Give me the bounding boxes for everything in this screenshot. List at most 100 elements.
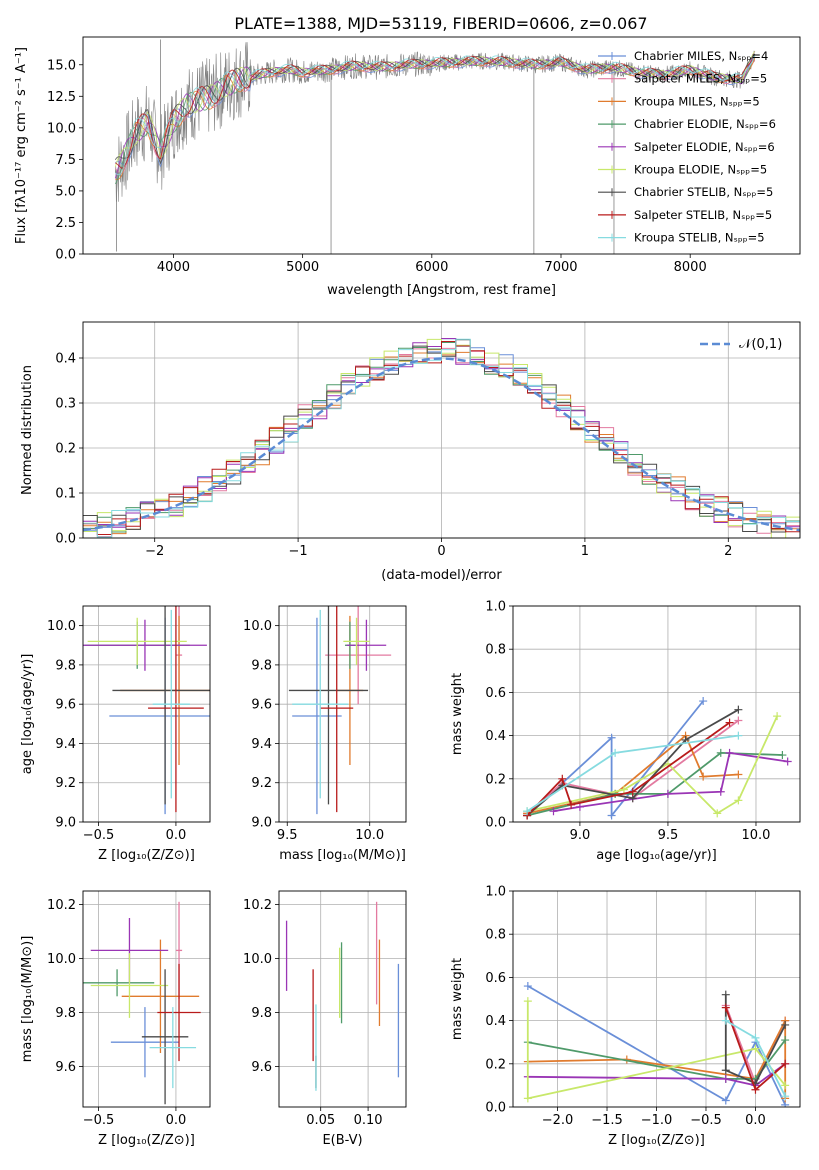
y-tick-label: 0.2 [485,772,506,787]
data-spectrum-line [115,42,755,202]
y-tick-label: 9.8 [251,1006,272,1021]
legend: Chabrier MILES, Nₛₚₚ=4 Salpeter MILES, Nₛ… [598,49,776,245]
y-tick-label: 9.4 [55,737,76,752]
y-tick-label: 9.8 [55,1006,76,1021]
x-tick-label: 9.5 [277,828,298,843]
weight-marker [725,718,734,727]
x-tick-label: 0.10 [354,1113,383,1128]
y-tick-label: 10.0 [47,619,76,634]
y-tick-label: 9.4 [251,737,272,752]
panel-mass_vs_ebv: 0.05 0.10 9.6 9.8 10.0 10.2 E(B-V) [243,890,407,1148]
y-axis-label: mass [log₁₀(M/M⊙)] [20,936,35,1063]
y-tick-label: 0.3 [55,397,76,412]
legend-entry: Chabrier STELIB, Nₛₚₚ=5 [634,185,773,199]
weight-marker [734,705,743,714]
legend-entry: Kroupa MILES, Nₛₚₚ=5 [634,94,760,108]
weight-marker [751,1044,760,1053]
histograms [83,338,800,538]
panel-weight_vs_age: 9.0 9.5 10.0 0.0 0.2 0.4 0.6 0.8 1.0 age [log₁₀(a… [450,600,801,863]
weight-marker [575,802,584,811]
weight-marker [781,1036,790,1045]
panel-residuals: −2 −1 0 1 2 0.0 0.1 0.2 0.3 0.4 (data-model)/error… [20,321,801,583]
y-tick-label: 9.6 [251,698,272,713]
axes-frame [82,890,211,1108]
weight-marker [725,748,734,757]
panel-mass_vs_Z: −0.5 0.0 9.6 9.8 10.0 10.2 Z [log₁₀(Z/Z⊙)] mass… [20,890,211,1148]
y-tick-label: 0.4 [485,729,506,744]
model-line [115,55,756,176]
x-tick-label: 10.0 [742,828,771,843]
model-line [114,50,756,168]
legend-entry: Chabrier MILES, Nₛₚₚ=4 [634,49,768,63]
weight-marker [716,787,725,796]
weight-marker [781,1020,790,1029]
weight-marker [713,809,722,818]
weight-marker [781,1092,790,1101]
weight-marker [611,748,620,757]
x-tick-label: −0.5 [83,828,115,843]
y-tick-label: 0.6 [485,686,506,701]
x-axis-label: (data-model)/error [381,568,502,583]
x-tick-label: −0.5 [83,1113,115,1128]
weight-marker [778,751,787,760]
model-line [115,55,756,169]
weight-line [527,1039,786,1080]
axes-frame [512,890,801,1108]
y-tick-label: 10.0 [47,952,76,967]
weight-marker [781,1059,790,1068]
y-axis-label: age [log₁₀(age/yr)] [20,654,35,775]
x-tick-label: 0.0 [745,1113,766,1128]
x-tick-label: −1.0 [641,1113,673,1128]
y-tick-label: 9.6 [55,698,76,713]
y-axis-label: Normed distribution [20,365,35,495]
x-tick-label: −2.0 [542,1113,574,1128]
x-tick-label: −2 [145,544,164,559]
axes-frame [82,36,801,255]
weight-marker [781,1081,790,1090]
weight-marker [549,807,558,816]
x-tick-label: 5000 [286,260,319,275]
weight-marker [619,785,628,794]
x-tick-label: 0.0 [166,1113,187,1128]
x-tick-label: 7000 [544,260,577,275]
x-tick-label: −1.5 [591,1113,623,1128]
y-tick-label: 10.0 [243,619,272,634]
panel-spectrum: 4000 5000 6000 7000 8000 0.0 2.5 5.0 7.5 10.0 12.5… [14,36,801,298]
y-tick-label: 9.6 [251,1060,272,1075]
errorbars [288,606,392,815]
errorbars [83,606,210,815]
weight-marker [751,1033,760,1042]
weight-line [553,751,788,813]
panel-weight_vs_Z: −2.0 −1.5 −1.0 −0.5 0.0 0.0 0.2 0.4 0.6 0.8 1.0 Z [… [450,885,801,1148]
y-tick-label: 1.0 [485,600,506,615]
x-tick-label: 6000 [415,260,448,275]
y-tick-label: 0.2 [485,1057,506,1072]
legend-entry: 𝒩(0,1) [739,337,782,352]
weight-marker [721,1016,730,1025]
y-tick-label: 9.2 [55,776,76,791]
weight-marker [523,997,532,1006]
x-axis-label: E(B-V) [322,1133,362,1148]
panel-age_vs_mass: 9.5 10.0 9.0 9.2 9.4 9.6 9.8 10.0 mass [log₁₀(M/… [243,605,407,863]
y-tick-label: 5.0 [55,184,76,199]
weight-line [527,1063,786,1087]
legend-entry: Chabrier ELODIE, Nₛₚₚ=6 [634,117,776,131]
y-axis-label: mass weight [450,958,465,1040]
weight-marker [721,1074,730,1083]
x-tick-label: 9.5 [658,828,679,843]
y-axis-label: mass weight [450,673,465,755]
x-axis-label: Z [log₁₀(Z/Z⊙)] [608,1133,705,1148]
y-tick-label: 9.2 [251,776,272,791]
y-tick-label: 0.6 [485,971,506,986]
x-tick-label: −1 [289,544,308,559]
weight-lines [523,697,792,820]
normal-curve [83,357,800,532]
weight-marker [721,1066,730,1075]
y-axis-label: Flux [fλ10⁻¹⁷ erg cm⁻² s⁻¹ A⁻¹] [14,47,29,244]
x-tick-label: 2 [724,544,732,559]
weight-marker [751,1085,760,1094]
y-tick-label: 0.8 [485,928,506,943]
weight-marker [721,1096,730,1105]
y-tick-label: 2.5 [55,216,76,231]
